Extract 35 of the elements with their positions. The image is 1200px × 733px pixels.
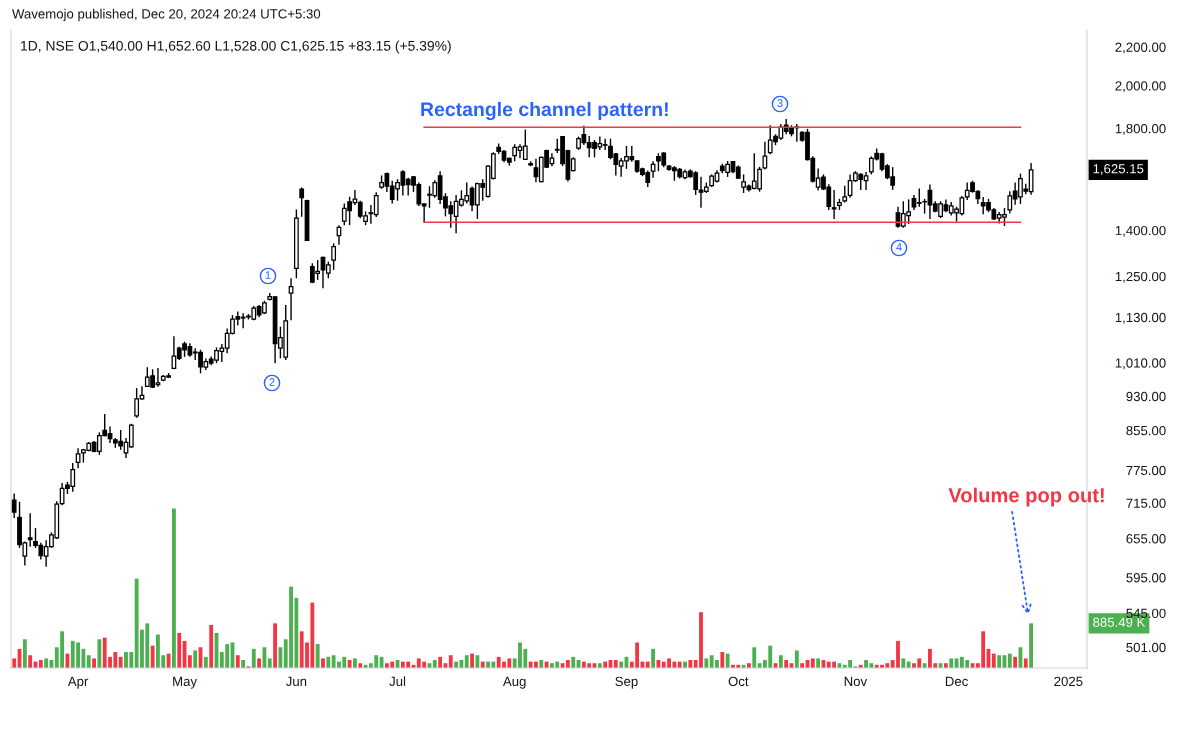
text: 885.49 K <box>1093 617 1146 627</box>
y-tick-label: 1,130.00 <box>1115 312 1166 324</box>
y-tick-label: 655.00 <box>1126 534 1166 544</box>
text: 1D, NSE O1,540.00 H1,652.60 L1,528.00 C1,625.15 +83.15 (+5.39%) <box>21 40 451 54</box>
text: 1,625.15 <box>1093 164 1144 175</box>
y-tick-label: 930.00 <box>1126 391 1166 402</box>
y-tick-label: 855.00 <box>1126 425 1166 436</box>
y-tick-label: 1,400.00 <box>1115 225 1166 237</box>
y-tick-label: 545.00 <box>1126 608 1166 618</box>
y-tick-label: 715.00 <box>1126 498 1166 508</box>
x-tick-label: Apr <box>67 676 89 689</box>
annotation: Volume pop out! <box>948 487 1104 507</box>
annotation: 2 <box>269 378 275 386</box>
x-tick-label: Dec <box>945 676 968 687</box>
y-tick-label: 2,200.00 <box>1115 42 1166 54</box>
x-tick-label: Aug <box>502 676 526 689</box>
x-tick-label: Jul <box>389 676 406 687</box>
annotation: 3 <box>777 99 783 107</box>
x-tick-label: May <box>173 676 197 689</box>
y-tick-label: 1,010.00 <box>1115 358 1166 370</box>
y-tick-label: 501.00 <box>1126 642 1166 653</box>
y-tick-label: 775.00 <box>1126 465 1166 476</box>
annotation: Rectangle channel pattern! <box>421 101 668 121</box>
x-tick-label: Oct <box>728 676 749 687</box>
x-tick-label: Jun <box>285 676 307 687</box>
y-tick-label: 1,250.00 <box>1115 271 1166 283</box>
x-tick-label: 2025 <box>1054 676 1083 687</box>
x-tick-label: Sep <box>615 676 638 689</box>
text: Wavemojo published, Dec 20, 2024 20:24 UTC+5:30 <box>12 8 321 22</box>
y-tick-label: 595.00 <box>1126 573 1166 583</box>
y-tick-label: 2,000.00 <box>1115 81 1166 93</box>
annotation: 4 <box>896 243 902 251</box>
annotation: 1 <box>265 271 271 279</box>
y-tick-label: 1,800.00 <box>1115 123 1166 135</box>
x-tick-label: Nov <box>844 676 868 687</box>
